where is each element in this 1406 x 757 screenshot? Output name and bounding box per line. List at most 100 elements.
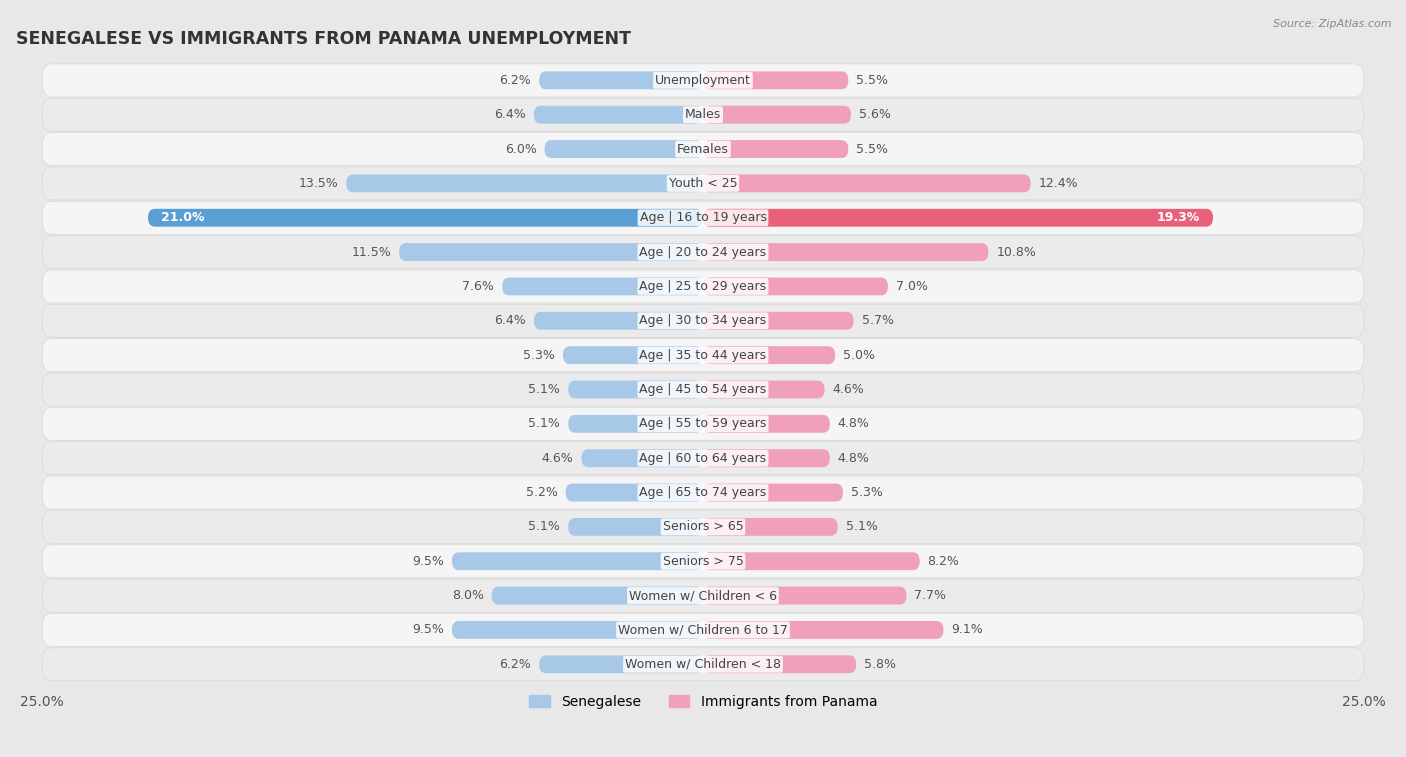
FancyBboxPatch shape <box>346 174 703 192</box>
FancyBboxPatch shape <box>42 201 1364 234</box>
FancyBboxPatch shape <box>42 613 1364 646</box>
FancyBboxPatch shape <box>42 545 1364 578</box>
Text: 5.1%: 5.1% <box>529 383 561 396</box>
FancyBboxPatch shape <box>42 167 1364 200</box>
FancyBboxPatch shape <box>582 449 703 467</box>
Legend: Senegalese, Immigrants from Panama: Senegalese, Immigrants from Panama <box>523 689 883 715</box>
FancyBboxPatch shape <box>703 484 844 501</box>
Text: Age | 20 to 24 years: Age | 20 to 24 years <box>640 245 766 259</box>
Text: 5.5%: 5.5% <box>856 142 889 155</box>
Text: 7.7%: 7.7% <box>914 589 946 602</box>
FancyBboxPatch shape <box>42 579 1364 612</box>
FancyBboxPatch shape <box>42 373 1364 406</box>
Text: Age | 30 to 34 years: Age | 30 to 34 years <box>640 314 766 327</box>
Text: Unemployment: Unemployment <box>655 74 751 87</box>
FancyBboxPatch shape <box>42 270 1364 303</box>
Text: 5.2%: 5.2% <box>526 486 558 499</box>
Text: 5.3%: 5.3% <box>523 349 555 362</box>
FancyBboxPatch shape <box>42 235 1364 269</box>
Text: 7.0%: 7.0% <box>896 280 928 293</box>
FancyBboxPatch shape <box>534 106 703 123</box>
Text: Age | 65 to 74 years: Age | 65 to 74 years <box>640 486 766 499</box>
Text: Women w/ Children < 18: Women w/ Children < 18 <box>626 658 780 671</box>
FancyBboxPatch shape <box>42 64 1364 97</box>
Text: 5.1%: 5.1% <box>529 417 561 430</box>
FancyBboxPatch shape <box>42 132 1364 166</box>
Text: 21.0%: 21.0% <box>162 211 205 224</box>
FancyBboxPatch shape <box>42 476 1364 509</box>
FancyBboxPatch shape <box>703 381 824 398</box>
Text: Age | 45 to 54 years: Age | 45 to 54 years <box>640 383 766 396</box>
FancyBboxPatch shape <box>703 449 830 467</box>
FancyBboxPatch shape <box>538 71 703 89</box>
FancyBboxPatch shape <box>703 174 1031 192</box>
Text: 19.3%: 19.3% <box>1157 211 1199 224</box>
FancyBboxPatch shape <box>703 243 988 261</box>
Text: Males: Males <box>685 108 721 121</box>
Text: Youth < 25: Youth < 25 <box>669 177 737 190</box>
Text: 9.1%: 9.1% <box>952 624 983 637</box>
Text: Seniors > 75: Seniors > 75 <box>662 555 744 568</box>
Text: 12.4%: 12.4% <box>1039 177 1078 190</box>
FancyBboxPatch shape <box>565 484 703 501</box>
Text: 5.1%: 5.1% <box>529 520 561 534</box>
FancyBboxPatch shape <box>568 415 703 433</box>
FancyBboxPatch shape <box>703 656 856 673</box>
Text: 5.1%: 5.1% <box>845 520 877 534</box>
FancyBboxPatch shape <box>42 98 1364 131</box>
FancyBboxPatch shape <box>492 587 703 605</box>
Text: 8.0%: 8.0% <box>451 589 484 602</box>
FancyBboxPatch shape <box>703 621 943 639</box>
Text: Women w/ Children 6 to 17: Women w/ Children 6 to 17 <box>619 624 787 637</box>
FancyBboxPatch shape <box>534 312 703 330</box>
FancyBboxPatch shape <box>451 621 703 639</box>
FancyBboxPatch shape <box>703 312 853 330</box>
FancyBboxPatch shape <box>42 648 1364 681</box>
FancyBboxPatch shape <box>562 346 703 364</box>
FancyBboxPatch shape <box>148 209 703 226</box>
FancyBboxPatch shape <box>703 278 889 295</box>
FancyBboxPatch shape <box>399 243 703 261</box>
FancyBboxPatch shape <box>568 518 703 536</box>
Text: 8.2%: 8.2% <box>928 555 959 568</box>
Text: 5.7%: 5.7% <box>862 314 894 327</box>
FancyBboxPatch shape <box>703 518 838 536</box>
Text: 6.4%: 6.4% <box>494 108 526 121</box>
Text: 4.8%: 4.8% <box>838 452 870 465</box>
Text: 6.0%: 6.0% <box>505 142 537 155</box>
Text: 11.5%: 11.5% <box>352 245 391 259</box>
FancyBboxPatch shape <box>544 140 703 158</box>
Text: 5.3%: 5.3% <box>851 486 883 499</box>
FancyBboxPatch shape <box>703 71 848 89</box>
Text: SENEGALESE VS IMMIGRANTS FROM PANAMA UNEMPLOYMENT: SENEGALESE VS IMMIGRANTS FROM PANAMA UNE… <box>15 30 631 48</box>
Text: Age | 25 to 29 years: Age | 25 to 29 years <box>640 280 766 293</box>
Text: 6.4%: 6.4% <box>494 314 526 327</box>
FancyBboxPatch shape <box>568 381 703 398</box>
FancyBboxPatch shape <box>703 209 1213 226</box>
Text: 5.0%: 5.0% <box>844 349 875 362</box>
FancyBboxPatch shape <box>42 407 1364 441</box>
FancyBboxPatch shape <box>42 304 1364 338</box>
Text: Source: ZipAtlas.com: Source: ZipAtlas.com <box>1274 19 1392 29</box>
Text: 5.6%: 5.6% <box>859 108 891 121</box>
Text: 9.5%: 9.5% <box>412 555 444 568</box>
Text: 9.5%: 9.5% <box>412 624 444 637</box>
FancyBboxPatch shape <box>42 441 1364 475</box>
Text: Age | 55 to 59 years: Age | 55 to 59 years <box>640 417 766 430</box>
Text: 5.8%: 5.8% <box>865 658 896 671</box>
Text: Age | 16 to 19 years: Age | 16 to 19 years <box>640 211 766 224</box>
Text: Females: Females <box>678 142 728 155</box>
Text: 13.5%: 13.5% <box>298 177 339 190</box>
Text: 7.6%: 7.6% <box>463 280 495 293</box>
FancyBboxPatch shape <box>42 338 1364 372</box>
FancyBboxPatch shape <box>703 553 920 570</box>
Text: 4.6%: 4.6% <box>541 452 574 465</box>
Text: 6.2%: 6.2% <box>499 74 531 87</box>
Text: 10.8%: 10.8% <box>997 245 1036 259</box>
Text: 6.2%: 6.2% <box>499 658 531 671</box>
Text: 5.5%: 5.5% <box>856 74 889 87</box>
Text: Women w/ Children < 6: Women w/ Children < 6 <box>628 589 778 602</box>
Text: Age | 35 to 44 years: Age | 35 to 44 years <box>640 349 766 362</box>
FancyBboxPatch shape <box>703 140 848 158</box>
FancyBboxPatch shape <box>502 278 703 295</box>
